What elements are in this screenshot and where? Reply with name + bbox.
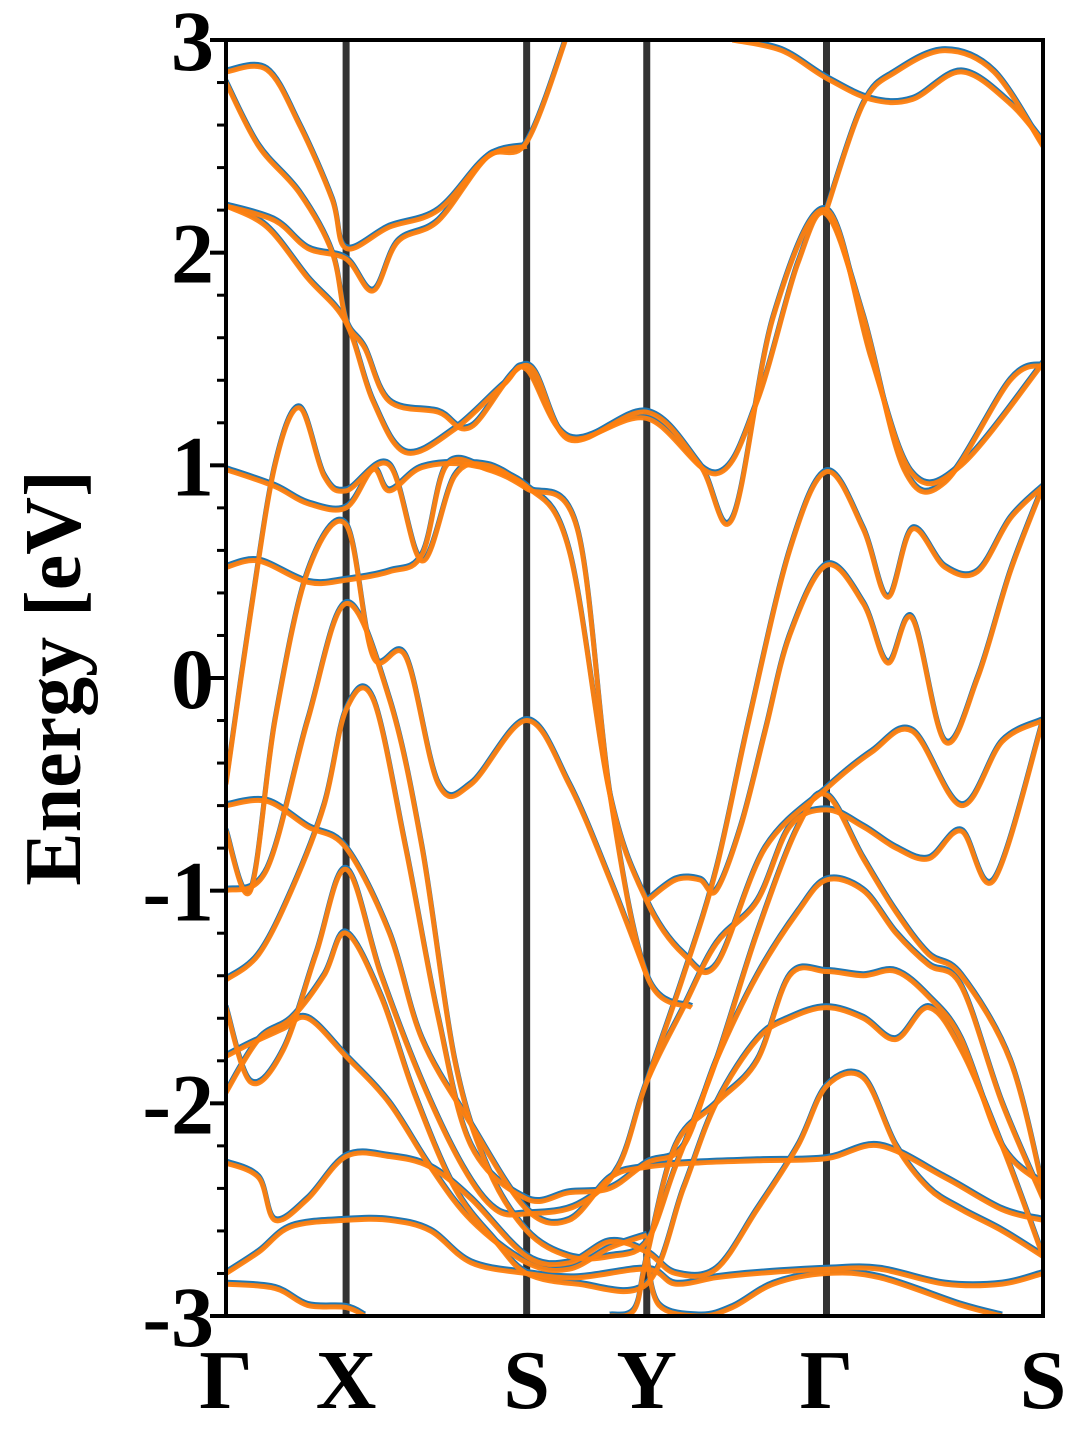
- band-line-b: [731, 40, 1043, 144]
- band-line-b: [226, 685, 1043, 1205]
- y-tick-label: 3: [171, 0, 214, 89]
- band-line-b: [226, 719, 1043, 1218]
- y-tick-label: -1: [142, 844, 214, 940]
- y-tick-label: -2: [142, 1056, 214, 1152]
- band-line-b: [226, 456, 694, 1010]
- band-line-b: [824, 48, 1043, 211]
- x-tick-label: S: [1020, 1334, 1067, 1427]
- band-line-b: [226, 1014, 648, 1273]
- x-tick-label: S: [503, 1334, 550, 1427]
- band-line-a: [645, 483, 1043, 902]
- band-line-a: [226, 454, 694, 1008]
- band-line-b: [609, 965, 1043, 1316]
- band-line-b: [226, 518, 650, 977]
- band-line-b: [226, 601, 1043, 1262]
- y-ticks: -3 -2 -1 0 1 2 3: [142, 0, 226, 1365]
- y-tick-label: -3: [142, 1269, 214, 1365]
- band-line-b: [226, 63, 528, 252]
- x-tick-label: Γ: [199, 1334, 252, 1427]
- band-line-b: [645, 485, 1043, 904]
- band-line-b: [226, 797, 1043, 1226]
- y-tick-label: 2: [171, 206, 214, 302]
- band-line-b: [226, 1281, 367, 1316]
- bands-series-b: [226, 40, 1043, 1316]
- band-line-b: [644, 1255, 1003, 1316]
- kpath-lines: [342, 40, 830, 1316]
- x-tick-label: X: [316, 1334, 377, 1427]
- band-line-b: [226, 203, 1043, 495]
- x-tick-label: Y: [616, 1334, 677, 1427]
- band-line-a: [824, 46, 1043, 209]
- x-tick-label: Γ: [800, 1334, 853, 1427]
- y-tick-label: 0: [171, 631, 214, 727]
- band-line-b: [644, 469, 1043, 1083]
- y-axis-label: Energy [eV]: [10, 470, 98, 885]
- band-line-a: [226, 40, 568, 292]
- band-line-b: [226, 405, 528, 785]
- band-line-b: [226, 1216, 1043, 1289]
- band-line-b: [226, 40, 569, 294]
- y-tick-label: 1: [171, 418, 214, 514]
- band-line-a: [226, 516, 650, 975]
